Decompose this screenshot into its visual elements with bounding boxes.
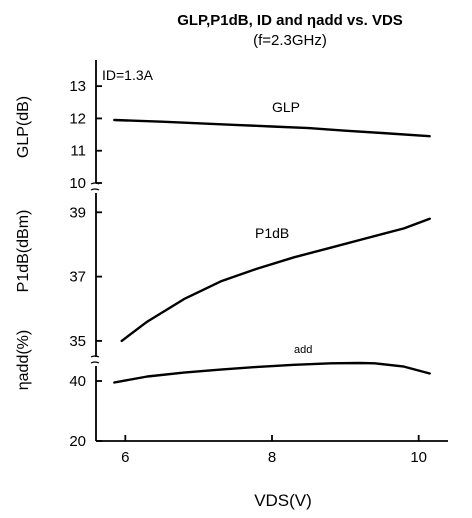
axis-break-mark <box>90 355 100 364</box>
y-tick-label: 10 <box>69 175 86 192</box>
plot-frame <box>90 60 448 442</box>
y-tick-label: 13 <box>69 78 86 95</box>
x-tick-label: 10 <box>410 449 427 466</box>
series-label-p1db: P1dB <box>255 225 289 241</box>
x-tick-label: 6 <box>121 449 129 466</box>
y-tick-label: 37 <box>69 269 86 286</box>
series-label-glp: GLP <box>272 99 300 115</box>
series-line-p1db <box>120 217 431 343</box>
curves-group <box>113 118 431 384</box>
y-tick-label: 39 <box>69 204 86 221</box>
x-axis-label: VDS(V) <box>254 491 312 510</box>
y-label-eta: ηadd(%) <box>15 330 32 390</box>
tick-group: 10 11 12 13 35 37 39 20 40 6 8 10 <box>69 78 427 466</box>
condition-label: ID=1.3A <box>102 67 154 83</box>
x-tick-label: 8 <box>268 449 276 466</box>
y-tick-label: 40 <box>69 373 86 390</box>
chart-subtitle: (f=2.3GHz) <box>253 32 327 49</box>
series-line-glp <box>113 118 431 138</box>
series-label-add: add <box>294 344 312 356</box>
axis-break-mark <box>90 182 100 191</box>
y-label-p1db: P1dB(dBm) <box>15 210 32 293</box>
y-tick-label: 12 <box>69 110 86 127</box>
y-tick-label: 35 <box>69 333 86 350</box>
chart-title: GLP,P1dB, ID and ηadd vs. VDS <box>177 12 403 29</box>
series-line-add <box>113 361 431 384</box>
y-tick-label: 20 <box>69 433 86 450</box>
y-label-glp: GLP(dB) <box>15 96 32 158</box>
y-tick-label: 11 <box>70 143 86 160</box>
